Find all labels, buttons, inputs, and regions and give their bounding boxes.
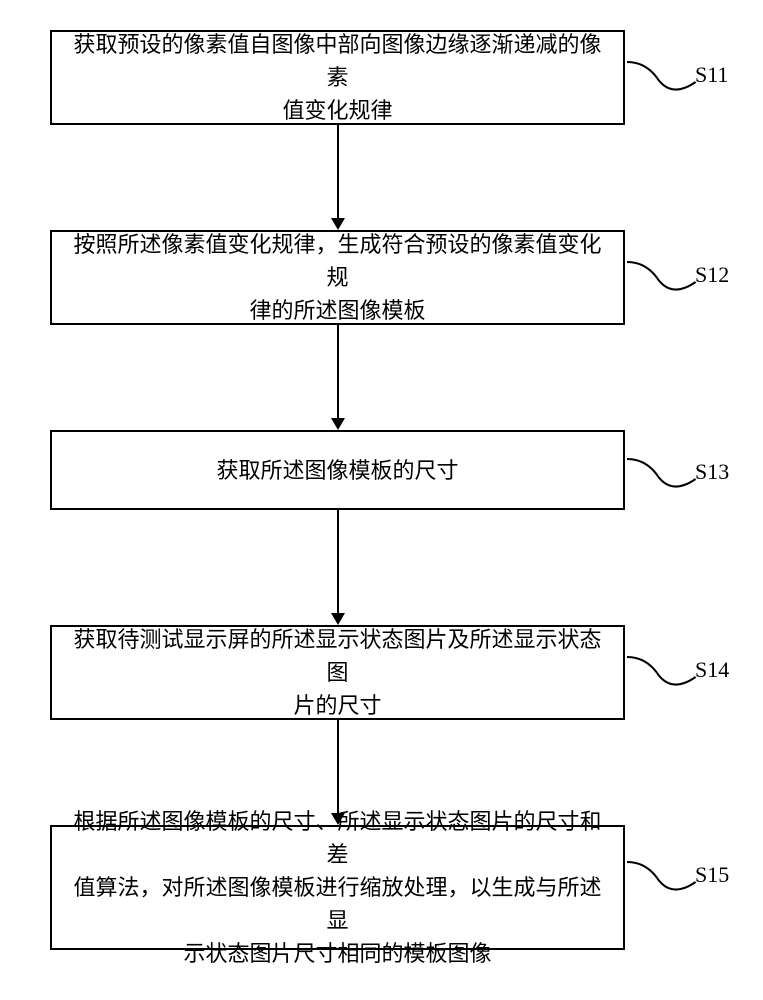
- step-box-s11: 获取预设的像素值自图像中部向图像边缘逐渐递减的像素 值变化规律: [50, 30, 625, 125]
- connector-hook: [625, 56, 699, 96]
- step-label-s14: S14: [695, 657, 729, 683]
- connector-hook: [625, 453, 699, 493]
- step-box-s15: 根据所述图像模板的尺寸、所述显示状态图片的尺寸和差 值算法，对所述图像模板进行缩…: [50, 825, 625, 950]
- arrow-head-icon: [331, 613, 345, 625]
- step-box-s13: 获取所述图像模板的尺寸: [50, 430, 625, 510]
- step-text-s11: 获取预设的像素值自图像中部向图像边缘逐渐递减的像素 值变化规律: [66, 28, 609, 127]
- step-text-s12: 按照所述像素值变化规律，生成符合预设的像素值变化规 律的所述图像模板: [66, 228, 609, 327]
- step-text-s13: 获取所述图像模板的尺寸: [216, 454, 458, 487]
- step-label-s13: S13: [695, 459, 729, 485]
- step-label-s11: S11: [695, 62, 728, 88]
- arrow-head-icon: [331, 813, 345, 825]
- step-label-s15: S15: [695, 862, 729, 888]
- arrow-s11-to-s12: [337, 125, 339, 230]
- arrow-line: [337, 510, 339, 613]
- arrow-s13-to-s14: [337, 510, 339, 625]
- arrow-head-icon: [331, 218, 345, 230]
- arrow-line: [337, 720, 339, 813]
- arrow-head-icon: [331, 418, 345, 430]
- step-box-s12: 按照所述像素值变化规律，生成符合预设的像素值变化规 律的所述图像模板: [50, 230, 625, 325]
- step-box-s14: 获取待测试显示屏的所述显示状态图片及所述显示状态图 片的尺寸: [50, 625, 625, 720]
- arrow-line: [337, 325, 339, 418]
- connector-hook: [625, 856, 699, 896]
- flowchart-canvas: 获取预设的像素值自图像中部向图像边缘逐渐递减的像素 值变化规律 S11 按照所述像素…: [0, 0, 763, 1000]
- step-label-s12: S12: [695, 262, 729, 288]
- connector-hook: [625, 651, 699, 691]
- arrow-s14-to-s15: [337, 720, 339, 825]
- step-text-s15: 根据所述图像模板的尺寸、所述显示状态图片的尺寸和差 值算法，对所述图像模板进行缩…: [66, 805, 609, 970]
- arrow-s12-to-s13: [337, 325, 339, 430]
- arrow-line: [337, 125, 339, 218]
- connector-hook: [625, 256, 699, 296]
- step-text-s14: 获取待测试显示屏的所述显示状态图片及所述显示状态图 片的尺寸: [66, 623, 609, 722]
